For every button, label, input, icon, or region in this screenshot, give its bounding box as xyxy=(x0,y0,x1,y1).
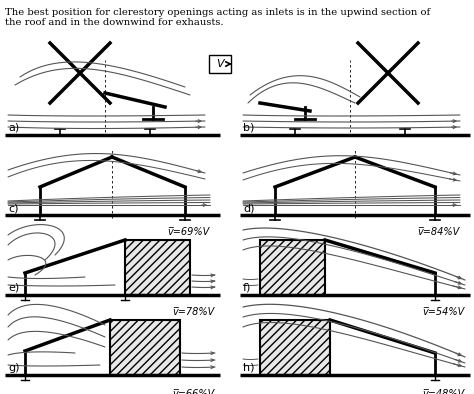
Text: v̅=69%V: v̅=69%V xyxy=(168,227,210,237)
Text: d): d) xyxy=(243,203,255,213)
Text: v̅=54%V: v̅=54%V xyxy=(423,307,465,317)
Bar xyxy=(110,320,180,375)
Text: g): g) xyxy=(8,363,19,373)
Text: f): f) xyxy=(243,283,251,293)
Text: v̅=48%V: v̅=48%V xyxy=(423,389,465,394)
Text: a): a) xyxy=(8,123,19,133)
Text: b): b) xyxy=(243,123,255,133)
Text: V: V xyxy=(216,59,224,69)
FancyBboxPatch shape xyxy=(209,55,231,73)
Text: v̅=84%V: v̅=84%V xyxy=(418,227,460,237)
Bar xyxy=(260,240,325,295)
Text: v̅=78%V: v̅=78%V xyxy=(173,307,215,317)
Bar xyxy=(125,240,190,295)
Text: the roof and in the downwind for exhausts.: the roof and in the downwind for exhaust… xyxy=(5,18,224,27)
Text: The best position for clerestory openings acting as inlets is in the upwind sect: The best position for clerestory opening… xyxy=(5,8,430,17)
Bar xyxy=(260,320,330,375)
Text: v̅=66%V: v̅=66%V xyxy=(173,389,215,394)
Text: e): e) xyxy=(8,283,19,293)
Text: c): c) xyxy=(8,203,18,213)
Text: h): h) xyxy=(243,363,255,373)
